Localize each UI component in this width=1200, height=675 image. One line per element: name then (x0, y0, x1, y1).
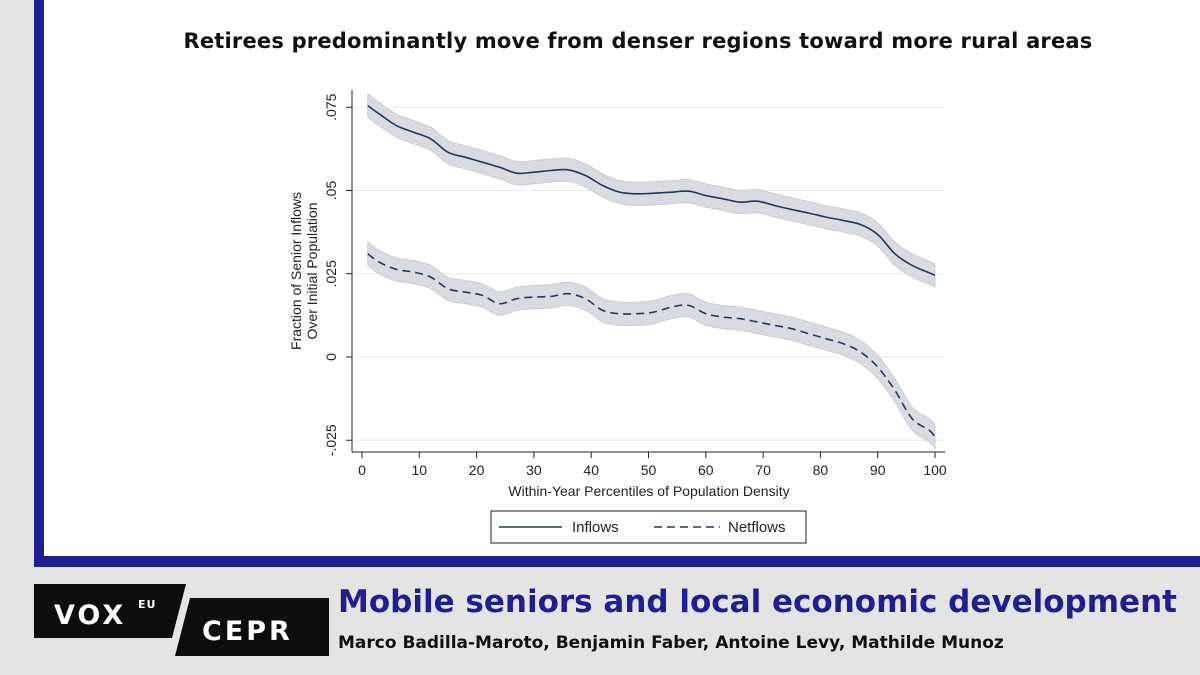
x-tick-label: 60 (698, 462, 714, 478)
voxeu-cepr-logo: VOX EU CEPR (34, 584, 329, 656)
legend-box (490, 510, 807, 544)
chart-panel (44, 0, 1200, 556)
x-tick-label: 20 (469, 462, 485, 478)
series-lines (367, 104, 936, 438)
logo-eu-text: EU (138, 598, 156, 611)
chart-title: Retirees predominantly move from denser … (183, 29, 1093, 53)
x-tick-label: 10 (412, 462, 428, 478)
legend: Inflows Netflows (490, 510, 807, 544)
tick-labels: -.025 0 .025 .05 .075 0 10 20 30 40 50 60 70 80 90 100 (323, 93, 947, 478)
y-axis-label-line2: Over Initial Population (304, 203, 320, 340)
confidence-band-inflows (367, 93, 936, 288)
logo-cepr-block (175, 598, 329, 656)
x-tick-label: 50 (641, 462, 657, 478)
legend-label-inflows: Inflows (572, 519, 619, 536)
y-tick-label: .075 (323, 93, 339, 120)
article-authors: Marco Badilla-Maroto, Benjamin Faber, An… (338, 633, 1004, 653)
y-tick-label: .025 (323, 260, 339, 287)
y-axis-label-line1: Fraction of Senior Inflows (288, 192, 304, 350)
y-tick-label: .05 (323, 181, 339, 201)
x-tick-label: 100 (923, 462, 947, 478)
series-line-inflows (367, 104, 936, 277)
logo-vox-text: VOX (54, 600, 126, 631)
logo-cepr-text: CEPR (202, 616, 293, 647)
x-tick-label: 30 (526, 462, 542, 478)
x-axis-label: Within-Year Percentiles of Population De… (508, 483, 789, 499)
y-tick-label: 0 (323, 353, 339, 361)
x-tick-label: 90 (870, 462, 886, 478)
article-headline: Mobile seniors and local economic develo… (338, 584, 1177, 620)
x-tick-label: 40 (583, 462, 599, 478)
x-tick-label: 0 (358, 462, 366, 478)
y-tick-label: -.025 (323, 424, 339, 456)
confidence-bands (367, 93, 936, 450)
logo-vox-block (34, 584, 186, 638)
legend-label-netflows: Netflows (728, 519, 786, 536)
x-tick-label: 70 (755, 462, 771, 478)
series-line-netflows (367, 253, 936, 438)
confidence-band-netflows (367, 241, 936, 450)
x-tick-label: 80 (813, 462, 829, 478)
